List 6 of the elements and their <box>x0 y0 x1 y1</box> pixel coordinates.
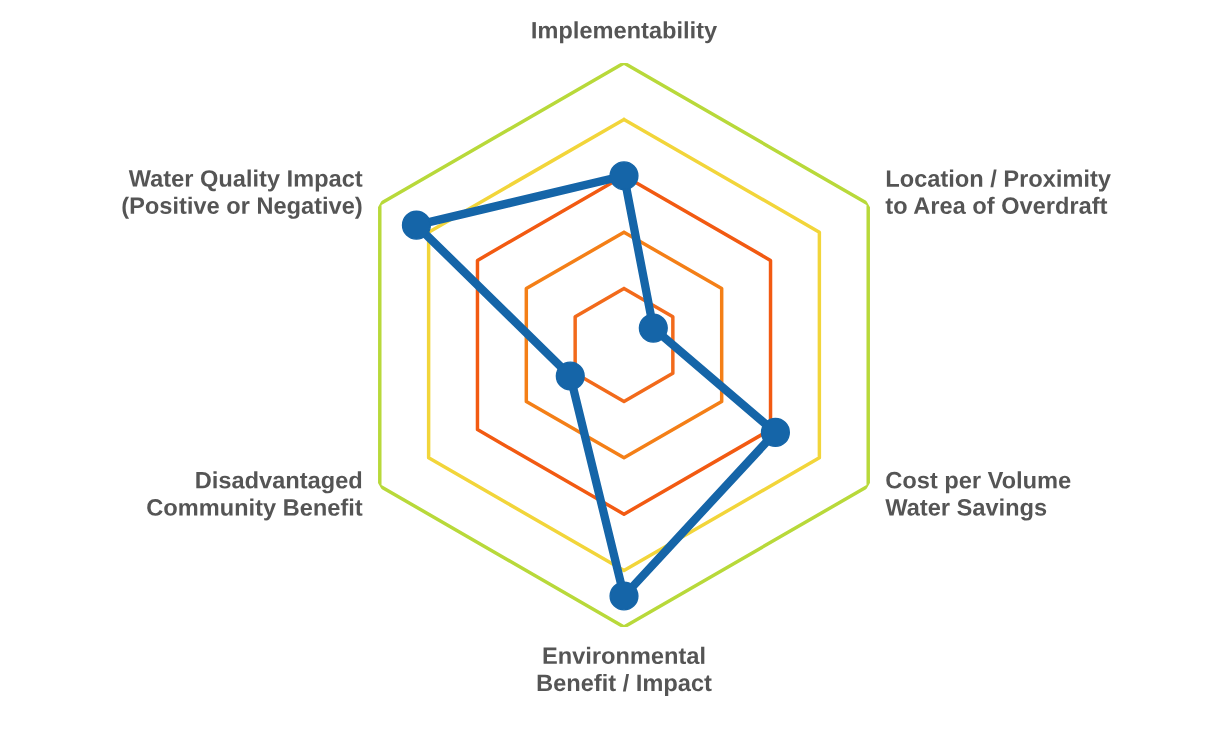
spoke-label: Implementability <box>532 21 718 44</box>
spoke-label: Disadvantaged Community Benefit <box>147 471 363 521</box>
spoke-label: Location / Proximity to Area of Overdraft <box>885 169 1111 215</box>
spoke-label: Environmental Benefit / Impact <box>537 646 712 696</box>
spoke-label: Cost per Volume Water Savings <box>885 471 1071 521</box>
spoke-label: Water Quality Impact (Positive or Negative) <box>122 169 363 219</box>
